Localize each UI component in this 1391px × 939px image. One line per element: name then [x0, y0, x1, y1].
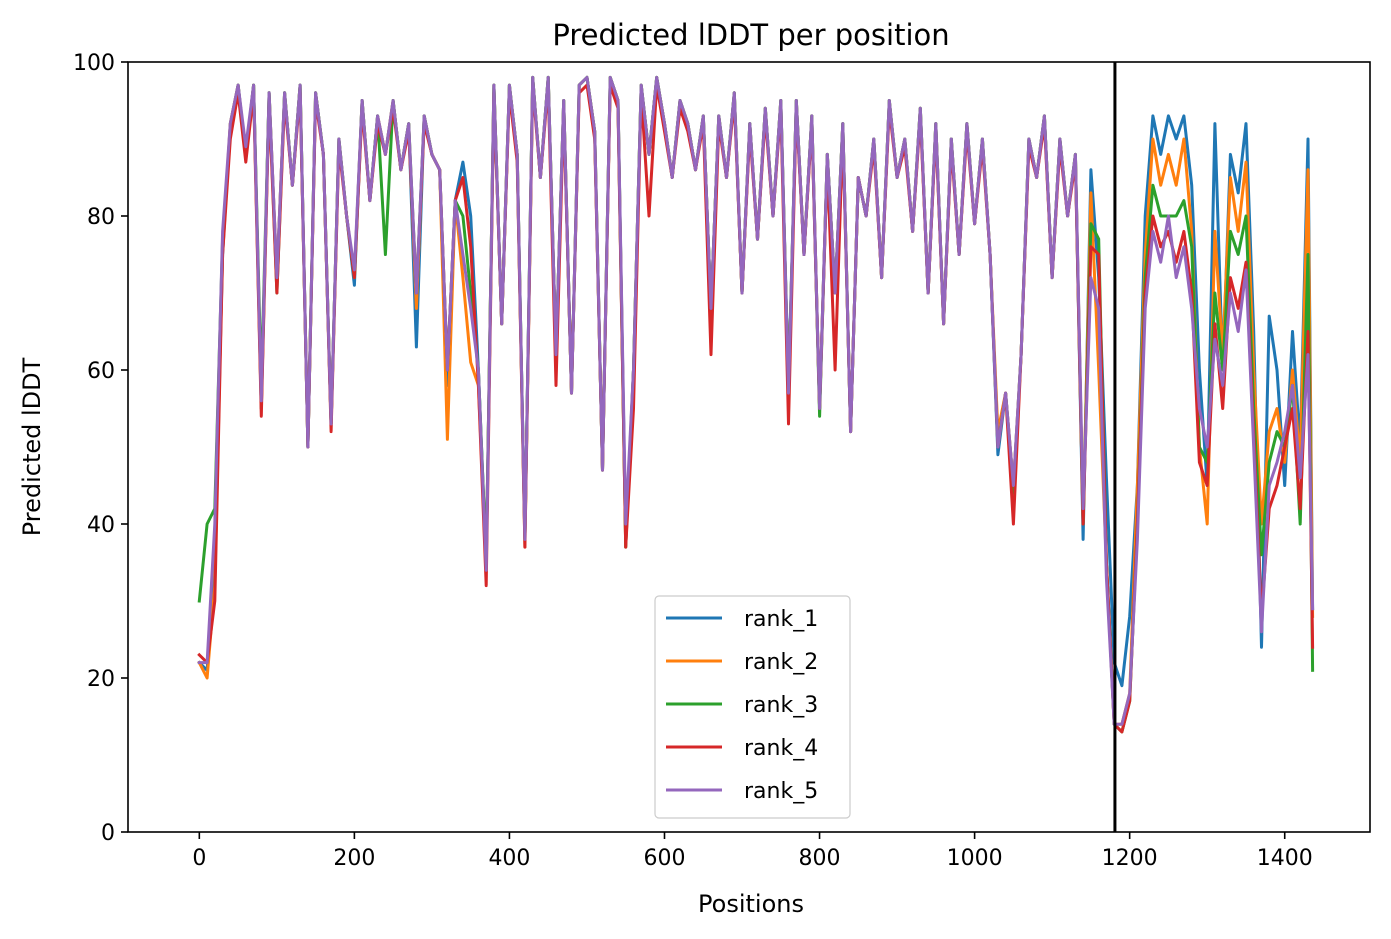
- x-tick-label: 1000: [947, 846, 1003, 871]
- y-tick-label: 60: [87, 359, 115, 384]
- legend-label-rank-5: rank_5: [744, 779, 818, 804]
- legend-label-rank-1: rank_1: [744, 607, 818, 632]
- x-tick-label: 200: [333, 846, 375, 871]
- x-tick-label: 0: [192, 846, 206, 871]
- series-line-rank-5: [197, 75, 1315, 726]
- x-tick-label: 800: [799, 846, 841, 871]
- y-tick-label: 100: [73, 51, 115, 76]
- legend-label-rank-2: rank_2: [744, 650, 818, 675]
- series-layer: [197, 75, 1315, 734]
- y-tick-label: 80: [87, 205, 115, 230]
- y-tick-label: 40: [87, 513, 115, 538]
- legend-label-rank-4: rank_4: [744, 736, 818, 761]
- x-tick-label: 1200: [1102, 846, 1158, 871]
- x-tick-label: 400: [488, 846, 530, 871]
- plot-area-frame: [127, 61, 1371, 833]
- legend-box: [654, 595, 851, 819]
- chart-title: Predicted lDDT per position: [552, 18, 949, 52]
- y-axis-label: Predicted lDDT: [18, 357, 46, 536]
- legend-label-rank-3: rank_3: [744, 693, 818, 718]
- x-tick-label: 1400: [1257, 846, 1313, 871]
- x-axis-label: Positions: [698, 890, 804, 918]
- x-axis: 0 200 400 600 800 1000 1200 1400: [192, 832, 1313, 871]
- y-tick-label: 0: [101, 821, 115, 846]
- x-tick-label: 600: [643, 846, 685, 871]
- y-tick-label: 20: [87, 667, 115, 692]
- y-axis: 0 20 40 60 80 100: [73, 51, 128, 846]
- legend: rank_1 rank_2 rank_3 rank_4 rank_5: [654, 595, 851, 819]
